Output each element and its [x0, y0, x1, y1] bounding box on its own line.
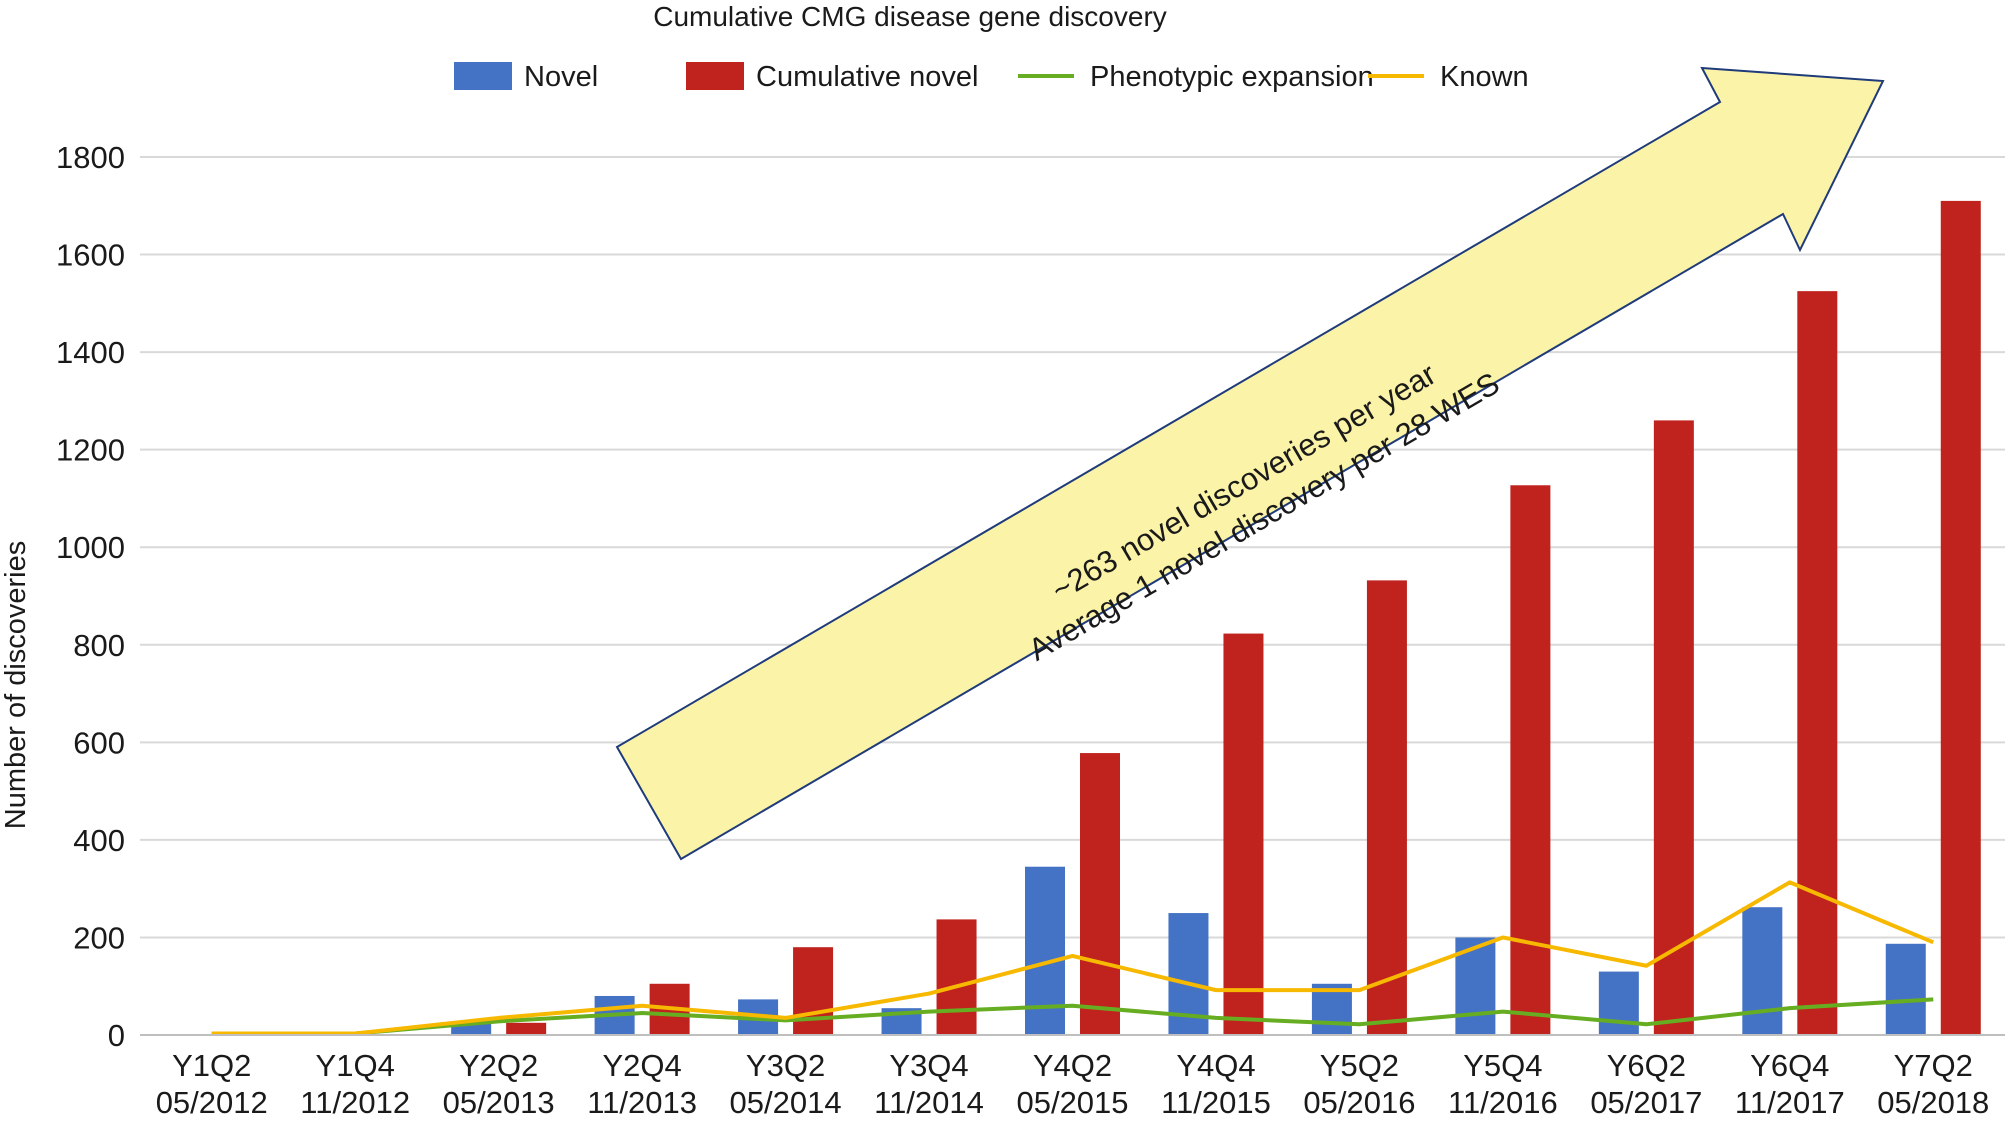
bar-cumulative-novel	[1080, 753, 1120, 1035]
bar-cumulative-novel	[1797, 291, 1838, 1035]
x-tick-label: Y3Q2	[746, 1048, 825, 1083]
bar-cumulative-novel	[936, 919, 977, 1035]
legend-label-cumulative-novel: Cumulative novel	[756, 61, 978, 93]
legend-label-phenotypic-expansion: Phenotypic expansion	[1090, 61, 1374, 93]
y-tick-label: 1000	[56, 530, 125, 565]
x-tick-label-date: 05/2018	[1877, 1085, 1989, 1120]
bar-cumulative-novel	[1366, 580, 1407, 1035]
bar-cumulative-novel	[1510, 485, 1551, 1036]
x-tick-label: Y3Q4	[889, 1048, 968, 1083]
y-axis-ticks: 0 200 400 600 800 1000 1200 1400 1600 1800	[56, 140, 125, 1053]
bar-novel	[1025, 866, 1065, 1035]
x-tick-label-date: 05/2017	[1590, 1085, 1702, 1120]
bar-cumulative-novel	[1653, 420, 1694, 1035]
annotation-arrow-shape	[615, 66, 1885, 861]
y-tick-label: 800	[73, 628, 125, 663]
x-tick-label: Y1Q4	[316, 1048, 395, 1083]
x-tick-label: Y2Q4	[602, 1048, 681, 1083]
x-tick-label-date: 11/2015	[1161, 1085, 1271, 1120]
bar-cumulative-novel	[793, 947, 834, 1035]
y-axis-label: Number of discoveries	[0, 541, 32, 830]
x-tick-label: Y4Q4	[1176, 1048, 1255, 1083]
bar-novel	[1885, 943, 1926, 1035]
y-tick-label: 400	[73, 823, 125, 858]
y-tick-label: 1400	[56, 335, 125, 370]
x-tick-label: Y6Q4	[1750, 1048, 1829, 1083]
x-tick-label-date: 11/2017	[1735, 1085, 1845, 1120]
legend: Novel Cumulative novel Phenotypic expansio…	[454, 61, 1529, 93]
y-tick-label: 200	[73, 920, 125, 955]
y-tick-label: 600	[73, 725, 125, 760]
x-tick-label-date: 11/2014	[874, 1085, 984, 1120]
bar-cumulative-novel	[1940, 200, 1981, 1035]
legend-label-known: Known	[1440, 61, 1529, 93]
x-tick-label-date: 11/2012	[300, 1085, 410, 1120]
line-phenotypic-expansion	[211, 997, 1934, 1036]
x-tick-label: Y6Q2	[1607, 1048, 1686, 1083]
bar-cumulative-novel	[506, 1022, 547, 1035]
bar-novel	[1311, 983, 1352, 1035]
x-tick-label-date: 05/2015	[1016, 1085, 1128, 1120]
y-tick-label: 0	[108, 1018, 125, 1053]
x-tick-label-date: 11/2013	[587, 1085, 697, 1120]
legend-label-novel: Novel	[524, 61, 598, 93]
y-tick-label: 1600	[56, 238, 125, 273]
x-tick-label-date: 05/2016	[1303, 1085, 1415, 1120]
x-tick-label: Y5Q2	[1320, 1048, 1399, 1083]
x-axis-labels: Y1Q205/2012Y1Q411/2012Y2Q205/2013Y2Q411/…	[156, 1048, 1990, 1120]
y-tick-label: 1800	[56, 140, 125, 175]
x-tick-label: Y2Q2	[459, 1048, 538, 1083]
line-known	[211, 880, 1935, 1036]
x-tick-label-date: 05/2013	[443, 1085, 555, 1120]
x-tick-label: Y5Q4	[1463, 1048, 1542, 1083]
bar-novel	[1598, 971, 1639, 1035]
bar-novel	[1742, 907, 1783, 1035]
legend-swatch-novel	[454, 62, 512, 90]
series-lines	[211, 880, 1935, 1036]
chart-title: Cumulative CMG disease gene discovery	[653, 1, 1167, 32]
y-tick-label: 1200	[56, 433, 125, 468]
x-tick-label-date: 11/2016	[1448, 1085, 1558, 1120]
x-tick-label: Y1Q2	[172, 1048, 251, 1083]
x-tick-label: Y7Q2	[1894, 1048, 1973, 1083]
x-tick-label-date: 05/2012	[156, 1085, 268, 1120]
x-tick-label: Y4Q2	[1033, 1048, 1112, 1083]
bar-cumulative-novel	[1223, 633, 1264, 1035]
x-tick-label-date: 05/2014	[730, 1085, 842, 1120]
bars	[451, 200, 1981, 1036]
legend-swatch-cumulative-novel	[686, 62, 744, 90]
